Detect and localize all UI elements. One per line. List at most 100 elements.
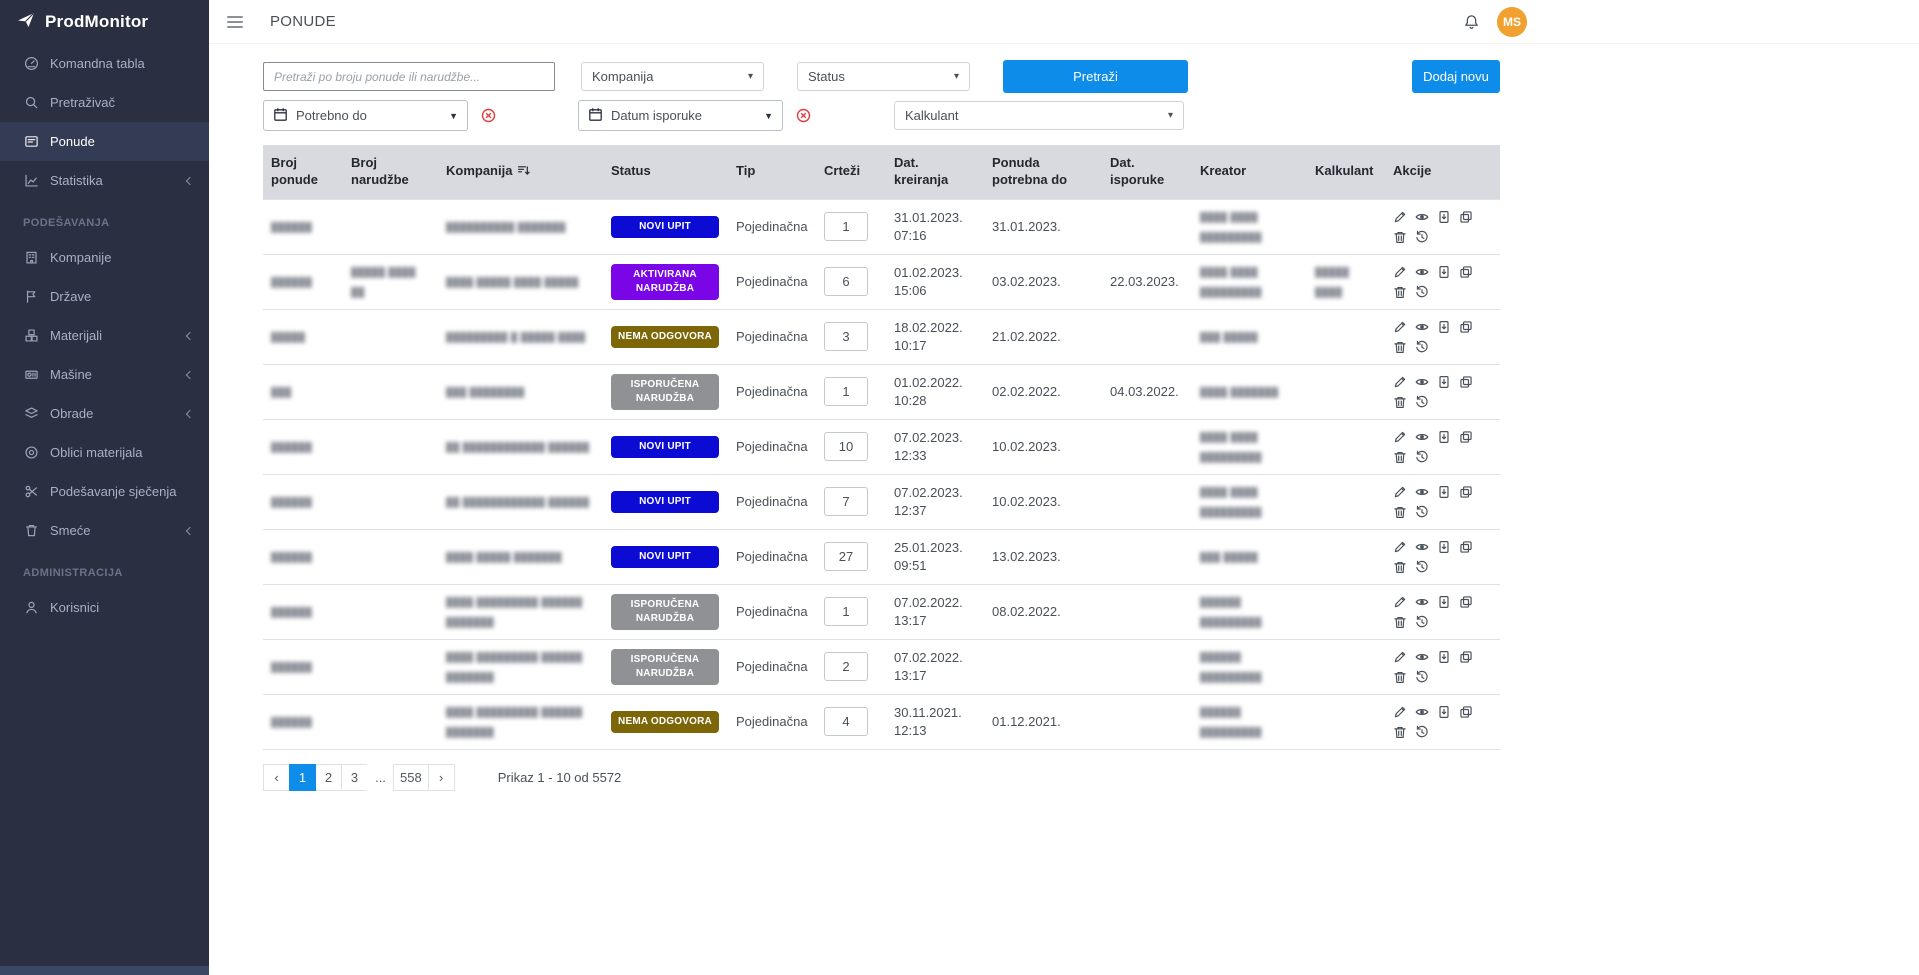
edit-icon[interactable] — [1393, 265, 1407, 279]
sidebar-item-ponude[interactable]: Ponude — [0, 122, 209, 161]
export-icon[interactable] — [1437, 210, 1451, 224]
view-icon[interactable] — [1415, 320, 1429, 334]
app-logo[interactable]: ProdMonitor — [0, 0, 209, 44]
view-icon[interactable] — [1415, 430, 1429, 444]
search-button[interactable]: Pretraži — [1003, 60, 1188, 93]
sidebar-item-masine[interactable]: Mašine — [0, 355, 209, 394]
edit-icon[interactable] — [1393, 320, 1407, 334]
history-icon[interactable] — [1415, 230, 1429, 244]
view-icon[interactable] — [1415, 650, 1429, 664]
view-icon[interactable] — [1415, 210, 1429, 224]
page-button-1[interactable]: 1 — [289, 763, 316, 791]
edit-icon[interactable] — [1393, 595, 1407, 609]
export-icon[interactable] — [1437, 650, 1451, 664]
sidebar-item-materijali[interactable]: Materijali — [0, 316, 209, 355]
history-icon[interactable] — [1415, 340, 1429, 354]
delete-icon[interactable] — [1393, 670, 1407, 684]
delete-icon[interactable] — [1393, 505, 1407, 519]
sidebar-item-oblici-materijala[interactable]: Oblici materijala — [0, 433, 209, 472]
edit-icon[interactable] — [1393, 210, 1407, 224]
export-icon[interactable] — [1437, 705, 1451, 719]
export-icon[interactable] — [1437, 540, 1451, 554]
crtezi-input[interactable] — [824, 652, 868, 682]
clear-datum-isporuke-icon[interactable] — [796, 108, 811, 123]
edit-icon[interactable] — [1393, 650, 1407, 664]
edit-icon[interactable] — [1393, 540, 1407, 554]
duplicate-icon[interactable] — [1459, 430, 1473, 444]
page-next-button[interactable]: › — [427, 763, 455, 791]
crtezi-input[interactable] — [824, 212, 868, 242]
sidebar-item-drzave[interactable]: Države — [0, 277, 209, 316]
history-icon[interactable] — [1415, 670, 1429, 684]
history-icon[interactable] — [1415, 560, 1429, 574]
edit-icon[interactable] — [1393, 485, 1407, 499]
sidebar-item-obrade[interactable]: Obrade — [0, 394, 209, 433]
duplicate-icon[interactable] — [1459, 320, 1473, 334]
history-icon[interactable] — [1415, 615, 1429, 629]
duplicate-icon[interactable] — [1459, 705, 1473, 719]
view-icon[interactable] — [1415, 265, 1429, 279]
duplicate-icon[interactable] — [1459, 265, 1473, 279]
duplicate-icon[interactable] — [1459, 650, 1473, 664]
export-icon[interactable] — [1437, 485, 1451, 499]
kompanija-select[interactable]: Kompanija ▾ — [581, 62, 764, 91]
add-new-button[interactable]: Dodaj novu — [1412, 60, 1500, 93]
column-header-kompanija[interactable]: Kompanija — [438, 145, 603, 200]
status-select[interactable]: Status ▾ — [797, 62, 970, 91]
search-input[interactable] — [263, 62, 555, 91]
export-icon[interactable] — [1437, 595, 1451, 609]
duplicate-icon[interactable] — [1459, 485, 1473, 499]
page-prev-button[interactable]: ‹ — [263, 763, 290, 791]
crtezi-input[interactable] — [824, 432, 868, 462]
page-button-3[interactable]: 3 — [341, 763, 368, 791]
sidebar-item-korisnici[interactable]: Korisnici — [0, 588, 209, 627]
crtezi-input[interactable] — [824, 487, 868, 517]
delete-icon[interactable] — [1393, 615, 1407, 629]
history-icon[interactable] — [1415, 450, 1429, 464]
delete-icon[interactable] — [1393, 395, 1407, 409]
history-icon[interactable] — [1415, 725, 1429, 739]
view-icon[interactable] — [1415, 705, 1429, 719]
view-icon[interactable] — [1415, 485, 1429, 499]
menu-toggle-icon[interactable] — [223, 12, 247, 32]
clear-potrebno-do-icon[interactable] — [481, 108, 496, 123]
potrebno-do-datepicker[interactable]: Potrebno do ▼ — [263, 100, 468, 131]
edit-icon[interactable] — [1393, 430, 1407, 444]
export-icon[interactable] — [1437, 265, 1451, 279]
edit-icon[interactable] — [1393, 375, 1407, 389]
duplicate-icon[interactable] — [1459, 375, 1473, 389]
history-icon[interactable] — [1415, 505, 1429, 519]
page-button-2[interactable]: 2 — [315, 763, 342, 791]
crtezi-input[interactable] — [824, 542, 868, 572]
crtezi-input[interactable] — [824, 707, 868, 737]
export-icon[interactable] — [1437, 375, 1451, 389]
delete-icon[interactable] — [1393, 725, 1407, 739]
kalkulant-select[interactable]: Kalkulant ▾ — [894, 101, 1184, 130]
sidebar-item-komandna-tabla[interactable]: Komandna tabla — [0, 44, 209, 83]
sidebar-item-statistika[interactable]: Statistika — [0, 161, 209, 200]
datum-isporuke-datepicker[interactable]: Datum isporuke ▼ — [578, 100, 783, 131]
user-avatar[interactable]: MS — [1497, 7, 1527, 37]
sidebar-item-kompanije[interactable]: Kompanije — [0, 238, 209, 277]
duplicate-icon[interactable] — [1459, 595, 1473, 609]
sidebar-item-smece[interactable]: Smeće — [0, 511, 209, 550]
delete-icon[interactable] — [1393, 230, 1407, 244]
sidebar-item-pretrazivac[interactable]: Pretraživač — [0, 83, 209, 122]
notifications-bell-icon[interactable] — [1463, 14, 1480, 31]
history-icon[interactable] — [1415, 285, 1429, 299]
delete-icon[interactable] — [1393, 340, 1407, 354]
crtezi-input[interactable] — [824, 377, 868, 407]
delete-icon[interactable] — [1393, 450, 1407, 464]
crtezi-input[interactable] — [824, 322, 868, 352]
crtezi-input[interactable] — [824, 267, 868, 297]
duplicate-icon[interactable] — [1459, 210, 1473, 224]
history-icon[interactable] — [1415, 395, 1429, 409]
sidebar-item-podesavanje-sjecenja[interactable]: Podešavanje sječenja — [0, 472, 209, 511]
delete-icon[interactable] — [1393, 285, 1407, 299]
export-icon[interactable] — [1437, 430, 1451, 444]
view-icon[interactable] — [1415, 375, 1429, 389]
view-icon[interactable] — [1415, 595, 1429, 609]
view-icon[interactable] — [1415, 540, 1429, 554]
export-icon[interactable] — [1437, 320, 1451, 334]
page-button-558[interactable]: 558 — [393, 763, 429, 791]
